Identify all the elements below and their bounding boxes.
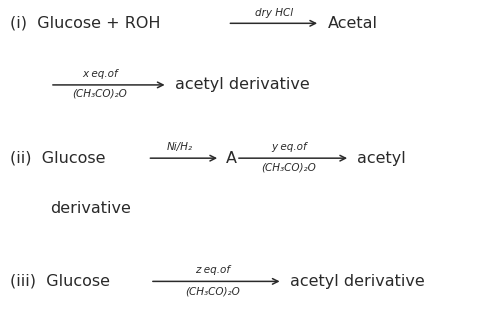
Text: acetyl: acetyl — [358, 151, 406, 166]
Text: dry HCl: dry HCl — [255, 8, 293, 18]
Text: z eq.of: z eq.of — [195, 265, 230, 275]
Text: (ii)  Glucose: (ii) Glucose — [10, 151, 106, 166]
Text: (CH₃CO)₂O: (CH₃CO)₂O — [262, 162, 316, 172]
Text: derivative: derivative — [50, 200, 131, 216]
Text: acetyl derivative: acetyl derivative — [290, 274, 425, 289]
Text: x eq.of: x eq.of — [82, 69, 118, 79]
Text: A: A — [226, 151, 237, 166]
Text: (CH₃CO)₂O: (CH₃CO)₂O — [185, 286, 240, 296]
Text: Acetal: Acetal — [328, 16, 378, 31]
Text: (CH₃CO)₂O: (CH₃CO)₂O — [72, 89, 128, 99]
Text: Ni/H₂: Ni/H₂ — [167, 142, 193, 152]
Text: y eq.of: y eq.of — [271, 142, 307, 152]
Text: (i)  Glucose + ROH: (i) Glucose + ROH — [10, 16, 160, 31]
Text: acetyl derivative: acetyl derivative — [175, 77, 310, 93]
Text: (iii)  Glucose: (iii) Glucose — [10, 274, 110, 289]
